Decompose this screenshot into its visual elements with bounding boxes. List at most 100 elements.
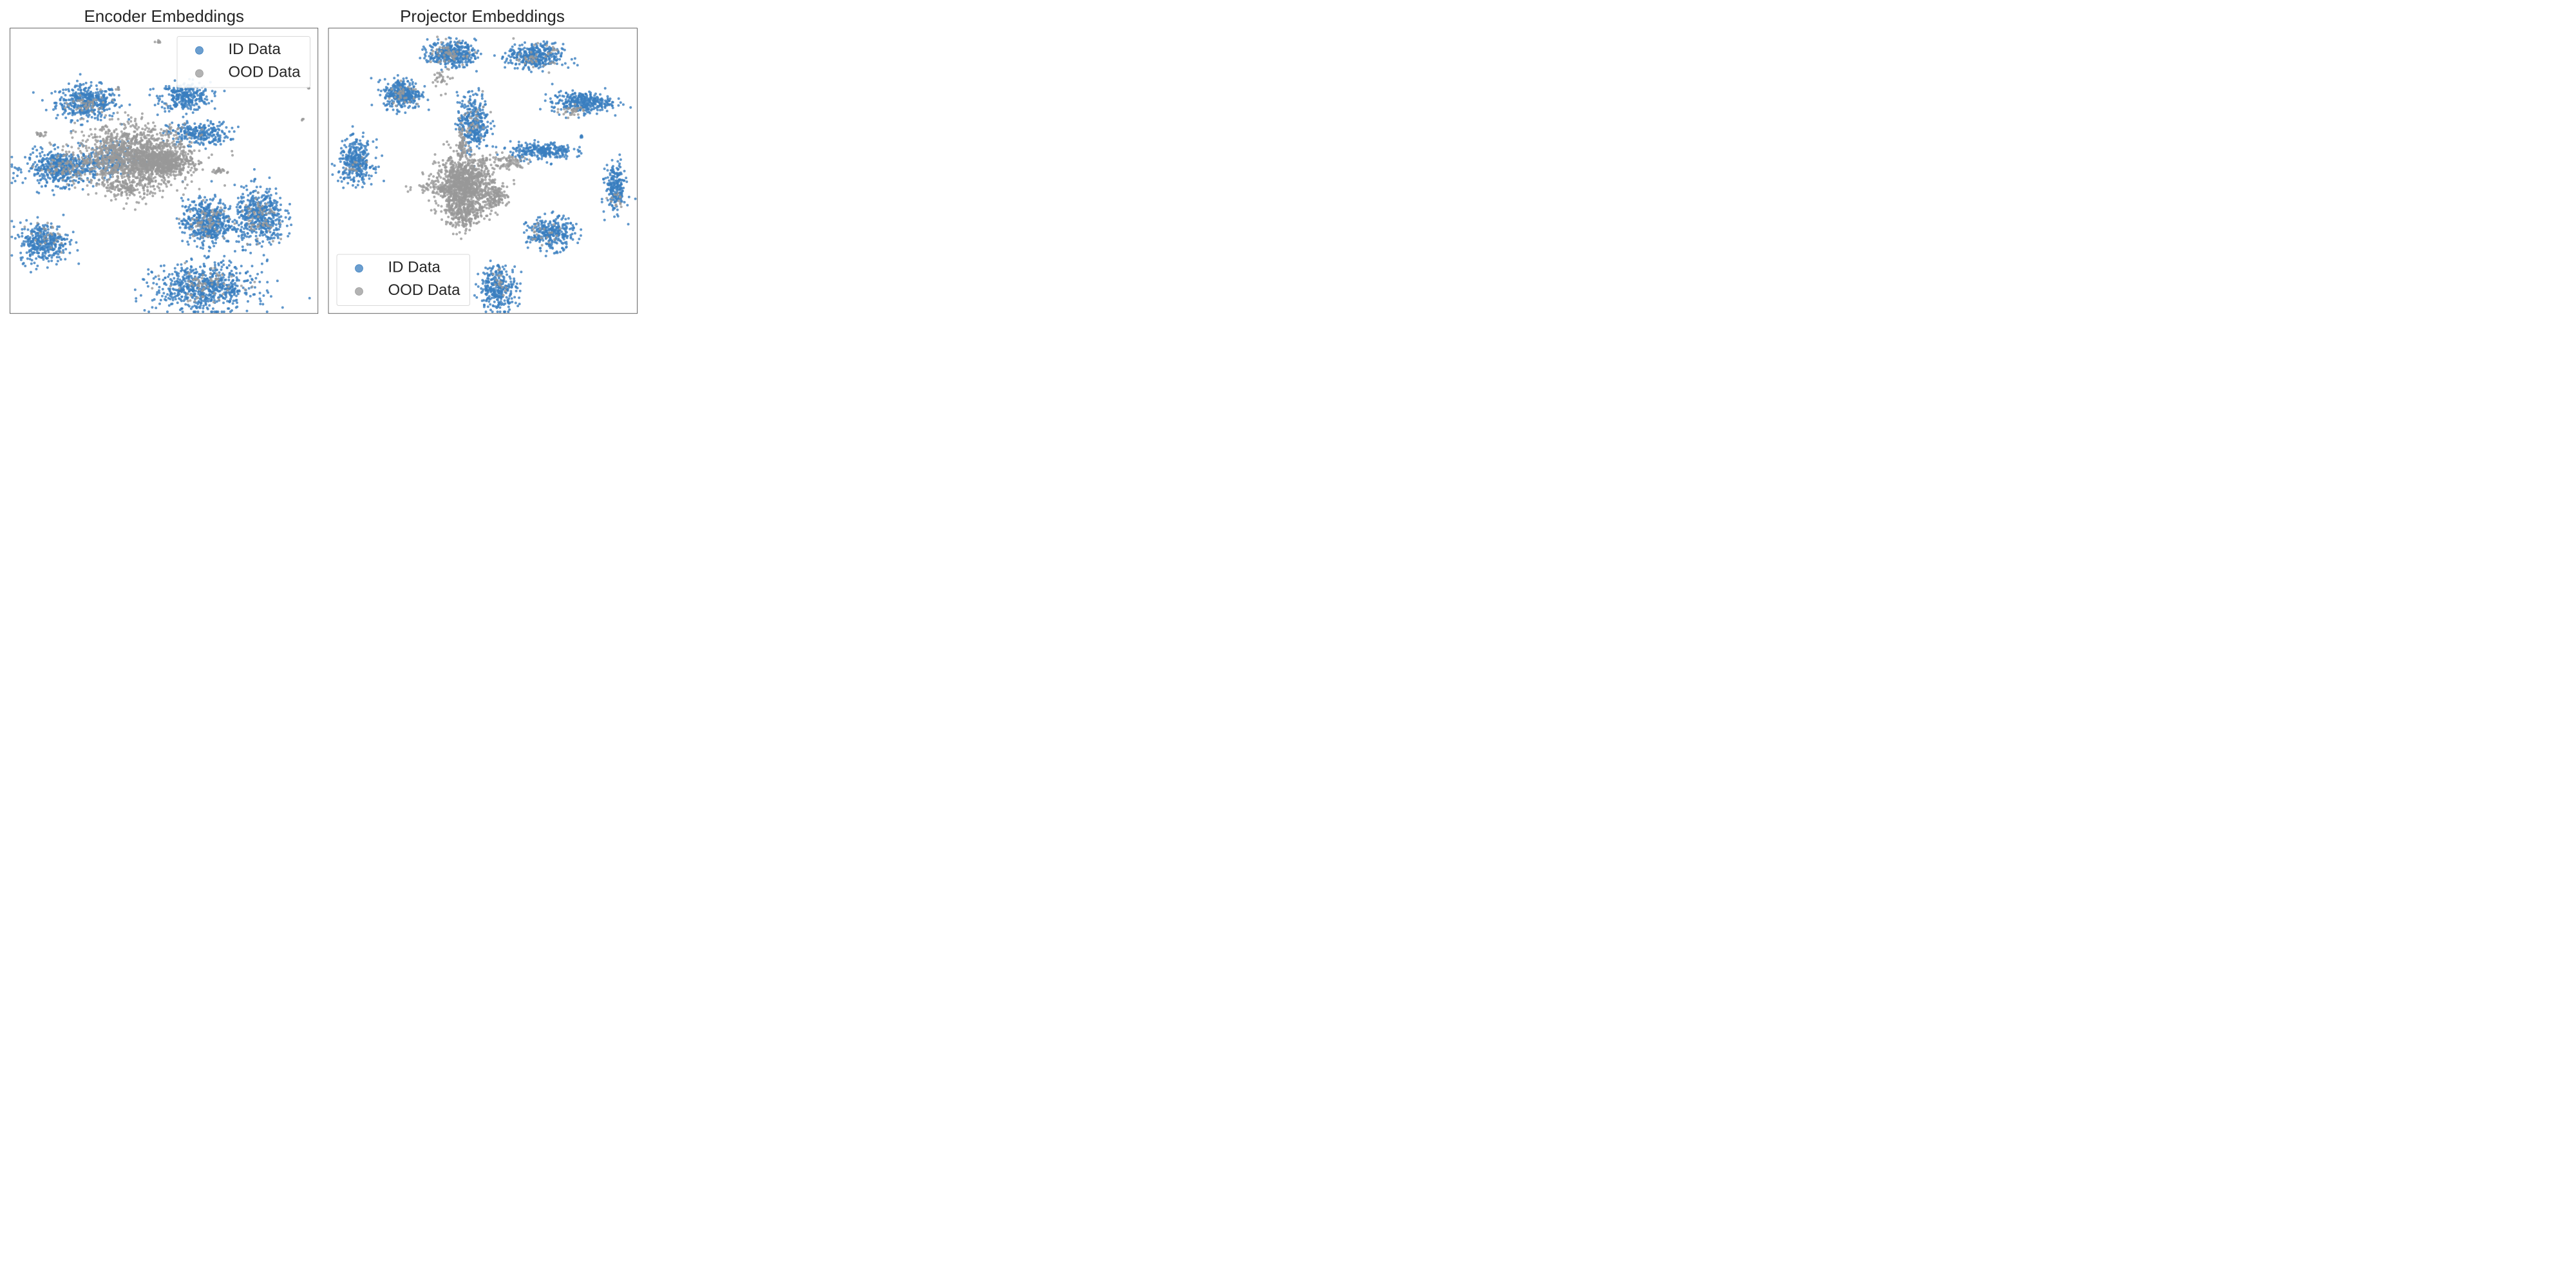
scatter-point [183, 274, 186, 277]
scatter-point [90, 167, 93, 170]
scatter-point [165, 103, 168, 106]
scatter-point [99, 98, 102, 101]
scatter-point [209, 293, 212, 296]
scatter-point [211, 198, 214, 202]
scatter-point [213, 281, 216, 284]
scatter-point [147, 127, 151, 130]
scatter-point [194, 135, 198, 138]
scatter-point [30, 240, 33, 243]
scatter-point [184, 102, 187, 105]
scatter-point [115, 135, 118, 138]
scatter-point [46, 242, 49, 245]
scatter-point [189, 91, 193, 95]
scatter-point [53, 90, 57, 93]
scatter-point [36, 264, 39, 267]
scatter-point [227, 307, 229, 310]
scatter-point [281, 306, 284, 309]
scatter-point [175, 217, 178, 220]
scatter-point [207, 102, 211, 105]
scatter-point [26, 257, 29, 260]
scatter-point [168, 123, 171, 126]
scatter-point [74, 130, 77, 133]
scatter-point [214, 269, 217, 272]
scatter-point [228, 273, 231, 276]
scatter-point [210, 180, 213, 183]
scatter-point [232, 289, 235, 292]
scatter-point [218, 120, 221, 124]
scatter-point [252, 203, 255, 205]
scatter-point [44, 184, 47, 187]
scatter-point [41, 177, 44, 180]
scatter-point [44, 170, 47, 173]
scatter-point [222, 139, 225, 142]
scatter-point [116, 133, 119, 136]
scatter-point [46, 153, 50, 156]
scatter-point [148, 93, 151, 97]
scatter-point [160, 183, 163, 186]
scatter-point [263, 206, 267, 209]
scatter-point [173, 142, 176, 146]
scatter-point [215, 207, 218, 211]
scatter-point [106, 162, 109, 166]
scatter-point [117, 118, 120, 120]
scatter-point [33, 145, 37, 148]
scatter-point [81, 139, 84, 142]
scatter-point [206, 277, 209, 280]
scatter-point [192, 207, 195, 210]
scatter-point [254, 189, 257, 193]
scatter-point [67, 99, 70, 102]
scatter-point [205, 228, 208, 231]
scatter-point [269, 238, 272, 241]
scatter-point [253, 215, 256, 218]
scatter-point [182, 212, 185, 215]
scatter-point [10, 165, 14, 168]
scatter-point [239, 206, 242, 209]
scatter-point [26, 162, 29, 165]
scatter-point [113, 140, 117, 143]
scatter-point [214, 242, 217, 245]
scatter-point [181, 88, 184, 91]
scatter-point [52, 176, 55, 179]
scatter-point [133, 130, 137, 133]
scatter-point [180, 295, 184, 298]
scatter-point [216, 133, 220, 137]
scatter-point [147, 139, 151, 142]
scatter-point [162, 292, 166, 295]
scatter-point [249, 281, 252, 284]
scatter-point [95, 150, 98, 153]
scatter-point [229, 205, 232, 208]
scatter-point [211, 228, 214, 231]
scatter-point [205, 297, 209, 300]
scatter-point [194, 126, 198, 129]
scatter-point [169, 292, 173, 296]
scatter-point [14, 237, 17, 240]
scatter-point [164, 124, 167, 127]
scatter-point [58, 246, 61, 249]
scatter-point [102, 97, 106, 100]
scatter-point [247, 235, 251, 238]
scatter-point [36, 168, 39, 171]
scatter-point [265, 187, 269, 191]
scatter-point [223, 254, 226, 258]
scatter-point [240, 185, 243, 188]
scatter-point [199, 246, 202, 249]
scatter-point [213, 261, 216, 264]
scatter-point [268, 176, 271, 179]
scatter-point [211, 131, 214, 134]
scatter-point [254, 276, 258, 279]
scatter-point [204, 126, 207, 129]
scatter-point [180, 100, 183, 103]
scatter-point [56, 185, 59, 188]
scatter-point [69, 158, 72, 161]
scatter-point [93, 128, 97, 131]
scatter-point [134, 158, 137, 162]
scatter-point [104, 114, 108, 117]
scatter-point [184, 270, 187, 274]
scatter-point [125, 138, 128, 141]
scatter-point [238, 272, 242, 275]
scatter-point [186, 303, 189, 307]
scatter-point [112, 147, 115, 150]
scatter-point [216, 140, 220, 143]
scatter-point [208, 304, 211, 307]
scatter-point [120, 130, 123, 133]
